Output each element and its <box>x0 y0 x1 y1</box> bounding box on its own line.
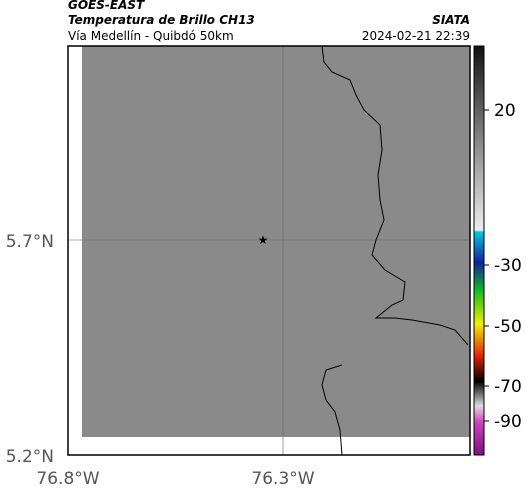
colorbar-label: -50 <box>494 317 522 337</box>
lon-label: 76.3°W <box>251 469 314 489</box>
colorbar <box>473 45 485 456</box>
city-marker: ★ <box>258 233 269 247</box>
colorbar-label: 20 <box>494 101 516 121</box>
location: Vía Medellín - Quibdó 50km <box>68 29 234 43</box>
title: GOES-EAST <box>68 0 145 12</box>
datetime: 2024-02-21 22:39 <box>362 29 470 43</box>
lat-label: 5.7°N <box>6 232 54 252</box>
colorbar-label: -30 <box>494 256 522 276</box>
source: SIATA <box>432 13 470 27</box>
subtitle: Temperatura de Brillo CH13 <box>68 13 255 27</box>
lat-label: 5.2°N <box>6 447 54 467</box>
border-line <box>321 45 469 346</box>
border-line <box>321 364 343 456</box>
colorbar-label: -70 <box>494 377 522 397</box>
map-frame <box>67 45 471 456</box>
cloud-texture <box>82 46 470 437</box>
colorbar-label: -90 <box>494 412 522 432</box>
lon-label: 76.8°W <box>36 469 99 489</box>
